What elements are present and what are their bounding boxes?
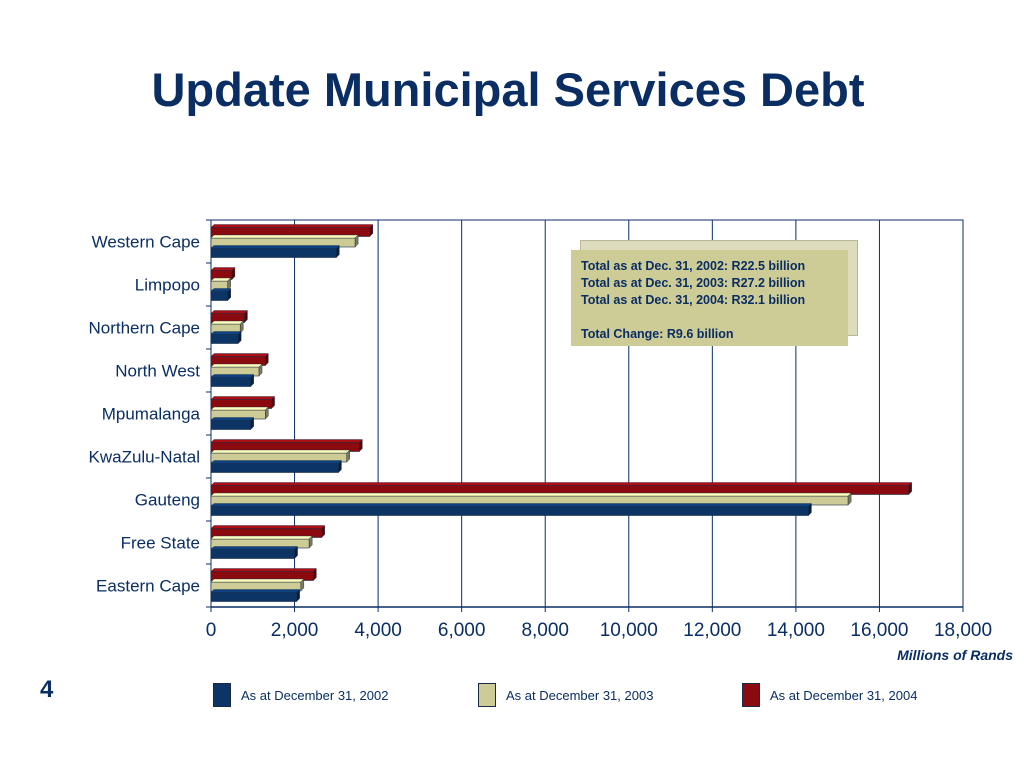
y-tick-label: North West [115,362,200,381]
bar-mpumalanga-2003 [210,406,269,420]
bar-mpumalanga-2002 [210,417,255,430]
bar-northern-cape-2003 [210,320,244,334]
x-tick-label: 10,000 [600,620,658,641]
bar-kwazulu-natal-2003 [210,449,351,463]
info-total-2002: Total as at Dec. 31, 2002: R22.5 billion [581,259,806,273]
info-total-change: Total Change: R9.6 billion [581,327,734,341]
legend-swatch-2004 [742,683,760,707]
legend-label-2003: As at December 31, 2003 [506,687,654,703]
bar-eastern-cape-2002 [210,589,301,602]
x-tick-label: 2,000 [271,620,319,641]
bar-limpopo-2004 [210,267,236,280]
info-total-2003: Total as at Dec. 31, 2003: R27.2 billion [581,276,806,290]
y-tick-label: Western Cape [92,233,200,252]
bar-northern-cape-2002 [210,331,242,344]
slide-number: 4 [40,676,54,703]
legend-swatch-2002 [213,683,231,707]
x-tick-label: 0 [206,620,217,641]
x-tick-label: 14,000 [767,620,825,641]
y-tick-label: Gauteng [135,491,200,510]
legend-label-2002: As at December 31, 2002 [241,687,389,703]
bar-free-state-2003 [210,535,313,549]
x-tick-label: 6,000 [438,620,486,641]
bar-northern-cape-2004 [210,310,248,323]
bar-north-west-2004 [210,353,269,366]
legend-item-2004: As at December 31, 2004 [742,682,917,708]
bar-limpopo-2002 [210,288,232,301]
slide-title: Update Municipal Services Debt [151,63,865,116]
bar-free-state-2004 [210,525,326,538]
bar-eastern-cape-2004 [210,568,317,581]
bar-gauteng-2002 [210,503,812,516]
x-tick-label: 8,000 [521,620,569,641]
bar-gauteng-2004 [210,482,913,495]
legend-item-2002: As at December 31, 2002 [213,682,388,708]
bar-kwazulu-natal-2002 [210,460,342,473]
x-tick-label: 18,000 [934,620,992,641]
y-tick-label: Northern Cape [88,319,200,338]
bar-north-west-2002 [210,374,255,387]
bar-mpumalanga-2004 [210,396,276,409]
legend-swatch-2003 [478,683,496,707]
y-tick-label: Mpumalanga [102,405,201,424]
x-tick-label: 12,000 [683,620,741,641]
legend-item-2003: As at December 31, 2003 [478,682,653,708]
y-tick-label: Eastern Cape [96,577,200,596]
bar-eastern-cape-2003 [210,578,305,592]
bar-free-state-2002 [210,546,299,559]
bar-kwazulu-natal-2004 [210,439,363,452]
bar-limpopo-2003 [210,277,232,291]
x-tick-label: 4,000 [354,620,402,641]
bar-north-west-2003 [210,363,263,377]
bar-gauteng-2003 [210,492,852,506]
info-total-2004: Total as at Dec. 31, 2004: R32.1 billion [581,293,806,307]
legend-label-2004: As at December 31, 2004 [770,687,918,703]
bar-western-cape-2004 [210,224,374,237]
y-tick-label: KwaZulu-Natal [89,448,201,467]
y-tick-label: Limpopo [135,276,200,295]
bar-western-cape-2002 [210,245,340,258]
bar-western-cape-2003 [210,234,359,248]
y-tick-label: Free State [121,534,200,553]
x-axis-title: Millions of Rands [897,647,1013,663]
info-box: Total as at Dec. 31, 2002: R22.5 billion… [571,250,848,346]
x-tick-label: 16,000 [850,620,908,641]
